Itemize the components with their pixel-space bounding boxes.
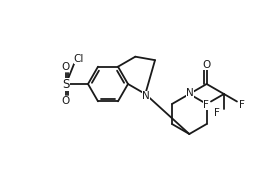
Text: S: S: [62, 77, 70, 90]
Text: N: N: [143, 91, 150, 101]
Text: F: F: [203, 100, 209, 110]
Text: Cl: Cl: [74, 54, 84, 64]
Text: F: F: [239, 100, 245, 110]
Text: O: O: [62, 62, 70, 72]
Text: F: F: [214, 108, 220, 118]
Text: N: N: [186, 88, 194, 98]
Text: O: O: [202, 60, 211, 70]
Text: O: O: [62, 96, 70, 106]
